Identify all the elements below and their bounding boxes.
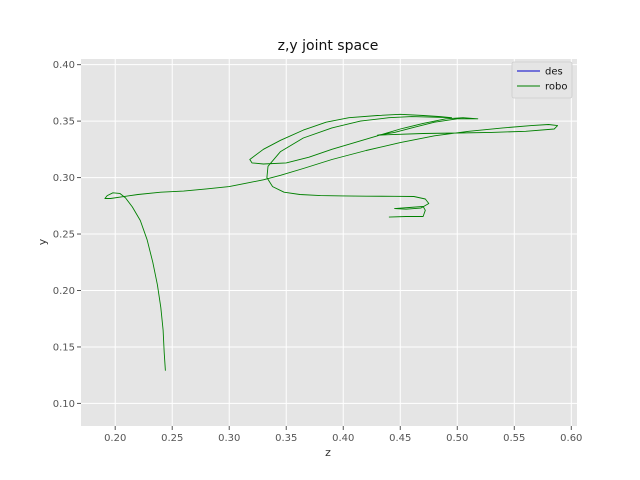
- plot-area: [81, 59, 577, 426]
- legend-box: [511, 61, 573, 99]
- x-tick-label: 0.40: [332, 433, 354, 444]
- series-layer: [104, 113, 559, 371]
- y-tick-label: 0.10: [53, 399, 75, 410]
- y-tick-label: 0.15: [53, 342, 75, 353]
- x-axis-ticks: 0.20 0.25 0.30 0.35 0.40 0.45 0.50 0.55 0.60: [104, 426, 582, 444]
- x-tick-label: 0.55: [503, 433, 525, 444]
- y-tick-label: 0.35: [53, 117, 75, 128]
- x-tick-label: 0.50: [446, 433, 468, 444]
- y-axis-ticks: 0.10 0.15 0.20 0.25 0.30 0.35 0.40: [53, 60, 81, 410]
- y-tick-label: 0.25: [53, 230, 75, 241]
- y-tick-label: 0.30: [53, 173, 75, 184]
- y-axis-label: y: [36, 238, 49, 245]
- y-tick-label: 0.20: [53, 286, 75, 297]
- legend-label-des: des: [545, 67, 563, 78]
- legend-label-robo: robo: [545, 82, 567, 93]
- series-line-robo: [104, 113, 559, 371]
- x-tick-label: 0.45: [389, 433, 411, 444]
- x-tick-label: 0.35: [275, 433, 297, 444]
- legend: des robo: [511, 61, 573, 99]
- y-tick-label: 0.40: [53, 60, 75, 71]
- x-axis-label: z: [325, 446, 331, 459]
- x-tick-label: 0.25: [161, 433, 183, 444]
- x-tick-label: 0.60: [560, 433, 582, 444]
- x-tick-label: 0.20: [104, 433, 126, 444]
- chart-title: z,y joint space: [278, 38, 379, 54]
- x-tick-label: 0.30: [218, 433, 240, 444]
